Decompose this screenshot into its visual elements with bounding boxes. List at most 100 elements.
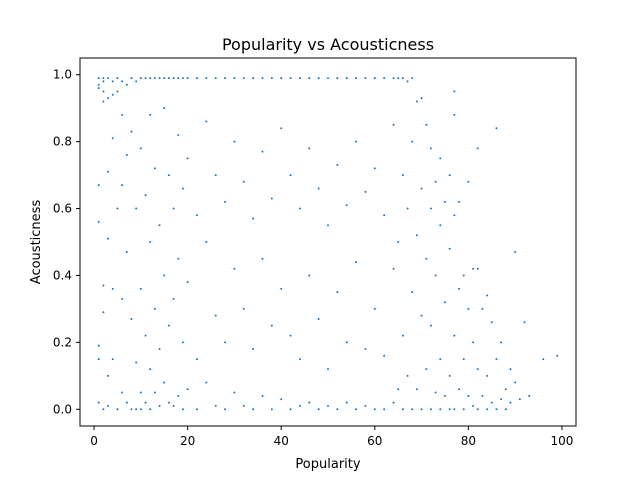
data-point [327, 368, 329, 371]
data-point [415, 100, 418, 103]
data-point [411, 291, 414, 294]
data-point [139, 77, 142, 80]
data-point [364, 404, 367, 407]
y-tick-label: 0.4 [53, 268, 72, 282]
data-point [135, 408, 138, 411]
data-point [289, 408, 292, 411]
x-tick-label: 100 [551, 434, 574, 448]
data-point [224, 200, 227, 203]
data-point [121, 113, 124, 116]
data-point [308, 401, 311, 404]
data-point [252, 408, 255, 411]
data-point [102, 284, 105, 287]
data-point [443, 301, 446, 304]
data-point [107, 170, 110, 173]
x-axis-label: Popularity [295, 457, 360, 472]
data-point [383, 354, 386, 357]
data-point [158, 404, 161, 407]
data-point [397, 241, 400, 243]
data-point [261, 394, 264, 397]
data-point [429, 147, 432, 150]
data-point [453, 113, 456, 116]
y-tick-label: 0.6 [53, 202, 72, 216]
data-point [308, 77, 311, 80]
data-point [125, 401, 128, 404]
data-point [425, 123, 428, 126]
data-point [172, 404, 175, 407]
data-point [97, 77, 100, 80]
data-point [102, 80, 105, 83]
data-point [514, 251, 517, 254]
data-point [298, 207, 301, 210]
data-point [495, 127, 498, 130]
data-point [167, 174, 170, 177]
data-point [195, 358, 198, 361]
data-point [434, 180, 437, 183]
data-point [135, 361, 138, 364]
data-point [425, 257, 428, 260]
data-point [270, 77, 273, 80]
data-point [317, 317, 320, 320]
data-point [181, 341, 184, 344]
data-point [125, 83, 128, 86]
data-point [429, 324, 432, 327]
data-point [214, 77, 217, 80]
data-point [373, 77, 376, 80]
data-point [481, 394, 484, 397]
data-point [495, 358, 498, 361]
data-point [476, 368, 479, 371]
data-point [392, 123, 395, 126]
data-point [336, 408, 339, 411]
data-point [242, 307, 245, 310]
data-point [420, 97, 423, 100]
data-point [420, 187, 423, 190]
data-point [453, 214, 456, 217]
data-point [261, 150, 264, 153]
data-point [139, 147, 142, 150]
data-point [144, 77, 147, 80]
data-point [186, 388, 189, 391]
data-point [149, 368, 152, 371]
data-point [149, 241, 152, 243]
data-point [500, 341, 503, 344]
data-point [448, 374, 451, 377]
data-point [439, 358, 442, 361]
data-point [472, 267, 475, 270]
data-point [97, 87, 100, 90]
y-axis-label: Acousticness [29, 200, 44, 285]
data-point [514, 381, 517, 384]
data-point [308, 147, 311, 150]
data-point [130, 317, 133, 320]
data-point [472, 341, 475, 344]
data-point [121, 297, 124, 300]
x-axis: 0 20 40 60 80 100 [90, 426, 573, 448]
data-point [252, 348, 255, 351]
data-point [125, 154, 128, 157]
plot-frame [79, 57, 577, 427]
data-point [144, 401, 147, 404]
data-point [415, 388, 418, 391]
data-point [289, 174, 292, 177]
data-point [242, 77, 245, 80]
data-point [205, 381, 208, 384]
data-point [149, 113, 152, 116]
data-point [458, 287, 461, 290]
data-point [383, 408, 386, 411]
data-point [111, 137, 114, 140]
data-point [163, 381, 166, 384]
data-point [181, 187, 184, 190]
data-point [420, 408, 423, 411]
data-point [116, 77, 119, 80]
data-point [434, 391, 437, 394]
data-point [453, 408, 456, 411]
data-point [116, 408, 119, 411]
data-point [345, 204, 348, 207]
data-point [308, 274, 311, 277]
data-point [102, 311, 105, 314]
data-point [153, 307, 156, 310]
data-point [205, 120, 208, 123]
data-point [406, 80, 409, 83]
data-point [397, 77, 400, 80]
data-point [233, 77, 236, 80]
data-point [298, 77, 301, 80]
